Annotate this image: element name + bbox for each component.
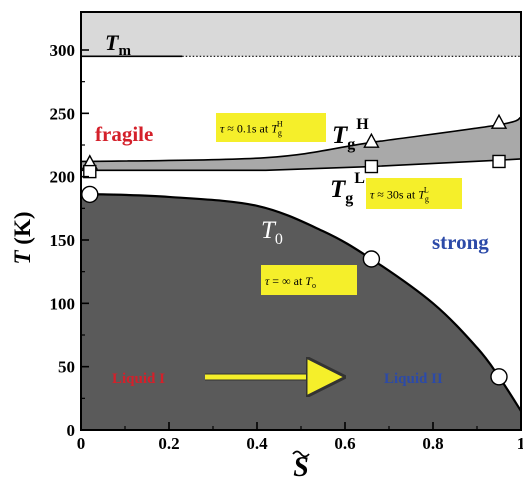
tgl-point <box>83 164 97 179</box>
melt-band <box>81 12 521 57</box>
tau-box-high: τ ≈ 0.1s at TgH <box>216 113 326 142</box>
y-tick-label: 100 <box>50 294 76 313</box>
tm-label: Tm <box>105 30 131 59</box>
y-tick-label: 300 <box>50 41 76 60</box>
t0-point <box>81 185 99 204</box>
tau-box-low: τ ≈ 30s at TgL <box>366 178 462 209</box>
x-tick-label: 0 <box>77 434 86 453</box>
x-tick-label: 0.8 <box>422 434 443 453</box>
y-axis-title: T (K) <box>10 211 35 264</box>
tgh-point <box>363 132 380 148</box>
y-tick-label: 250 <box>50 104 76 123</box>
tau-box-low-text: τ ≈ 30s at TgL <box>370 186 429 204</box>
t0-region <box>81 194 521 430</box>
x-tick-label: 0.2 <box>158 434 179 453</box>
tau-box-low-bg <box>366 178 462 209</box>
glass-transition-band <box>81 117 521 171</box>
y-tick-label: 50 <box>58 358 75 377</box>
tgl-point <box>364 159 379 174</box>
y-tick-label: 0 <box>67 421 76 440</box>
tgh-point <box>490 113 508 129</box>
liquid-one-label: Liquid I <box>112 371 165 387</box>
t0-boundary-curve <box>81 193 521 412</box>
tau-box-infinite-bg <box>261 265 357 295</box>
tgl-label: TgL <box>330 170 365 207</box>
tilde-icon <box>292 450 310 458</box>
fragile-label: fragile <box>95 122 153 146</box>
t0-point <box>362 250 381 268</box>
x-axis-title: S <box>293 452 309 483</box>
liquid-two-label: Liquid II <box>384 371 443 387</box>
y-tick-label: 200 <box>50 168 76 187</box>
tau-box-infinite-text: τ = ∞ at To <box>265 274 316 290</box>
tau-box-high-text: τ ≈ 0.1s at TgH <box>220 120 283 138</box>
t0-label: T0 <box>261 217 283 248</box>
tau-box-high-bg <box>216 113 326 142</box>
y-tick-label: 150 <box>50 231 76 250</box>
x-tick-label: 0.4 <box>246 434 268 453</box>
t0-point <box>490 368 508 386</box>
strong-label: strong <box>432 230 489 254</box>
tau-box-infinite: τ = ∞ at To <box>261 265 357 295</box>
tgh-label: TgH <box>332 116 369 153</box>
x-tick-label: 0.6 <box>334 434 355 453</box>
tgl-point <box>492 154 506 169</box>
x-tick-label: 1 <box>517 434 523 453</box>
